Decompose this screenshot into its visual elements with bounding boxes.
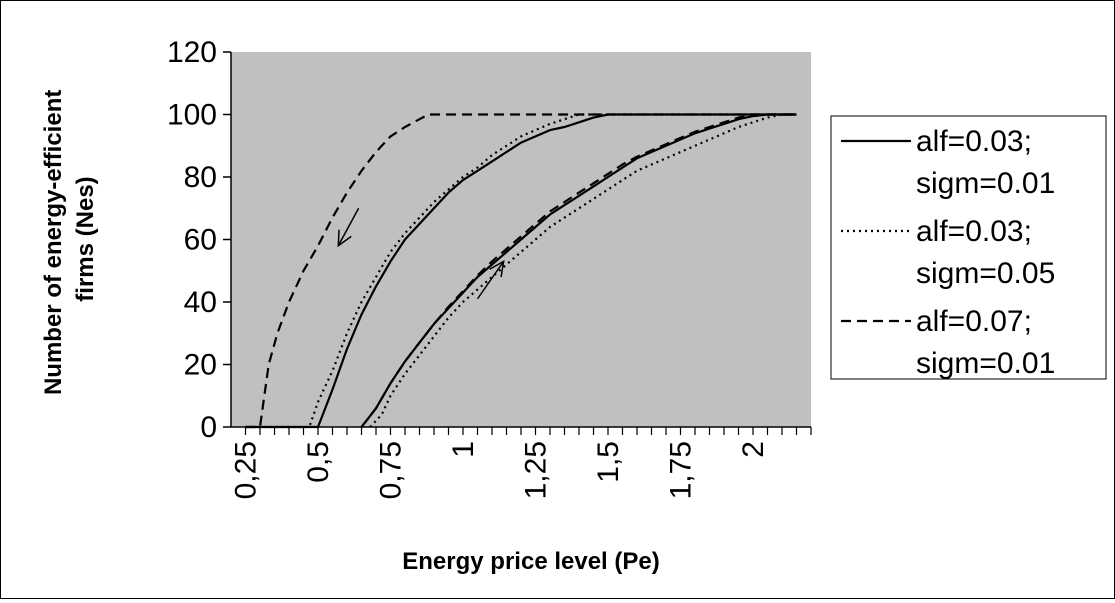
series-2-curve-1 bbox=[245, 113, 797, 429]
annotation-arrow-shaft bbox=[476, 260, 505, 300]
legend-label-1-line-1: alf=0.03; bbox=[916, 125, 1032, 158]
legend-label-3-line-2: sigm=0.01 bbox=[916, 347, 1055, 380]
x-tick-label: 0,5 bbox=[302, 441, 335, 483]
series-1-curve-2 bbox=[360, 113, 797, 428]
legend: alf=0.03; sigm=0.01 alf=0.03; sigm=0.05 alf=… bbox=[830, 115, 1107, 380]
annotation-arrow-shaft bbox=[337, 207, 360, 247]
series-1 bbox=[245, 113, 797, 429]
series-3-curve-2 bbox=[360, 113, 797, 428]
y-tick-label: 120 bbox=[167, 36, 217, 69]
series-1-curve-1 bbox=[245, 113, 797, 429]
x-tick-label: 0,75 bbox=[375, 441, 408, 499]
y-tick-label: 60 bbox=[184, 224, 217, 257]
y-axis-title-line-2: firms (Nes) bbox=[72, 176, 99, 301]
y-tick-label: 0 bbox=[200, 411, 217, 444]
y-tick-label: 80 bbox=[184, 161, 217, 194]
y-axis-title: Number of energy-efficient firms (Nes) bbox=[40, 83, 99, 395]
x-tick-label: 0,25 bbox=[230, 441, 263, 499]
series-2 bbox=[245, 113, 797, 429]
y-tick-label: 100 bbox=[167, 99, 217, 132]
annotation-arrow-head bbox=[337, 229, 352, 248]
annotations-layer bbox=[337, 207, 505, 300]
series-3 bbox=[245, 113, 797, 429]
legend-box bbox=[830, 115, 1107, 380]
legend-label-2-line-2: sigm=0.05 bbox=[916, 257, 1055, 290]
y-tick-label: 20 bbox=[184, 349, 217, 382]
x-axis: 0,25 0,5 0,75 1 1,25 1,5 1,75 2 bbox=[230, 426, 812, 499]
x-axis-title: Energy price level (Pe) bbox=[402, 548, 659, 575]
series-2-curve-2 bbox=[369, 113, 797, 428]
series-layer bbox=[245, 113, 797, 429]
legend-label-3-line-1: alf=0.07; bbox=[916, 305, 1032, 338]
x-tick-label: 1,75 bbox=[665, 441, 698, 499]
annotation-arrow-head bbox=[489, 259, 505, 278]
y-tick-label: 40 bbox=[184, 286, 217, 319]
x-tick-label: 1,5 bbox=[592, 441, 625, 483]
x-tick-label: 1 bbox=[447, 441, 480, 458]
x-tick-label: 2 bbox=[737, 441, 770, 458]
legend-label-2-line-1: alf=0.03; bbox=[916, 215, 1032, 248]
y-axis: 0 20 40 60 80 100 120 bbox=[167, 36, 232, 444]
x-tick-label: 1,25 bbox=[520, 441, 553, 499]
legend-label-1-line-2: sigm=0.01 bbox=[916, 167, 1055, 200]
y-axis-title-line-1: Number of energy-efficient bbox=[40, 90, 67, 395]
